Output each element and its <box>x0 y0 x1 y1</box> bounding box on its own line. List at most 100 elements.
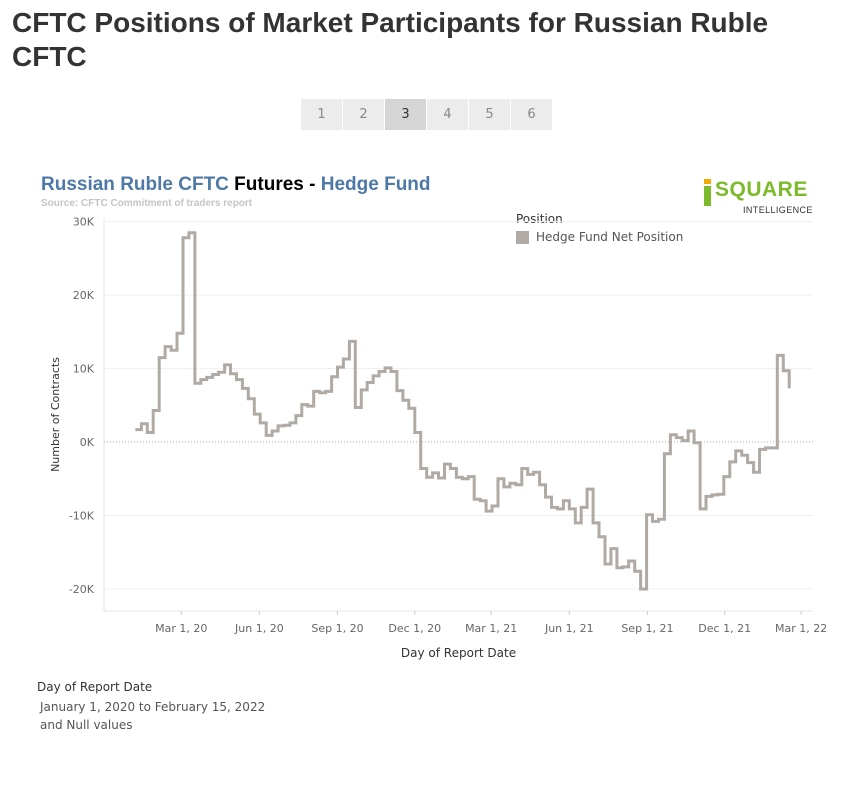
page-button-5[interactable]: 5 <box>469 99 510 130</box>
data-point <box>133 428 137 432</box>
chart-title-participant: Hedge Fund <box>320 174 431 195</box>
y-tick-label: -20K <box>69 583 95 596</box>
data-point <box>674 436 678 440</box>
data-point <box>318 391 322 395</box>
filter-null: and Null values <box>40 718 133 732</box>
data-point <box>633 569 637 573</box>
data-point <box>740 453 744 457</box>
data-point <box>645 513 649 517</box>
data-point <box>211 373 215 377</box>
data-point <box>205 375 209 379</box>
data-point <box>585 487 589 491</box>
data-point <box>300 403 304 407</box>
data-point <box>484 509 488 513</box>
data-point <box>752 470 756 474</box>
data-point <box>579 505 583 509</box>
data-point <box>550 505 554 509</box>
data-point <box>264 433 268 437</box>
data-point <box>419 467 423 471</box>
data-point <box>686 429 690 433</box>
y-tick-label: 20K <box>73 289 95 302</box>
data-point <box>746 461 750 465</box>
page-button-6[interactable]: 6 <box>511 99 552 130</box>
data-point <box>199 378 203 382</box>
data-point <box>490 504 494 508</box>
x-tick-label: Mar 1, 21 <box>465 622 517 635</box>
data-point <box>407 406 411 410</box>
x-tick-label: Sep 1, 20 <box>311 622 363 635</box>
data-point <box>157 356 161 360</box>
data-point <box>502 485 506 489</box>
data-point <box>187 231 191 235</box>
data-point <box>722 475 726 479</box>
data-point <box>151 409 155 413</box>
data-point <box>657 517 661 521</box>
data-point <box>538 483 542 487</box>
data-point <box>330 375 334 379</box>
data-point <box>235 378 239 382</box>
data-point <box>240 386 244 390</box>
data-point <box>567 507 571 511</box>
data-point <box>621 565 625 569</box>
filter-title: Day of Report Date <box>37 680 153 694</box>
data-point <box>371 374 375 378</box>
data-point <box>282 423 286 427</box>
data-point <box>544 495 548 499</box>
data-point <box>496 477 500 481</box>
data-point <box>413 431 417 435</box>
chart-title: Russian Ruble CFTC Futures - Hedge Fund <box>41 174 431 196</box>
data-point <box>758 447 762 451</box>
data-point <box>306 404 310 408</box>
page-button-3[interactable]: 3 <box>385 99 426 130</box>
data-point <box>781 369 785 373</box>
data-point <box>365 381 369 385</box>
series-line-hedge-fund-net-position <box>135 231 791 591</box>
date-filter: Day of Report Date January 1, 2020 to Fe… <box>37 680 265 734</box>
pager: 1 2 3 4 5 6 <box>301 99 552 130</box>
x-tick-label: Jun 1, 21 <box>544 622 594 635</box>
page-title: CFTC Positions of Market Participants fo… <box>12 7 769 72</box>
data-point <box>383 366 387 370</box>
data-point <box>288 421 292 425</box>
data-point <box>627 559 631 563</box>
data-point <box>460 477 464 481</box>
data-point <box>431 471 435 475</box>
data-point <box>520 467 524 471</box>
data-point <box>437 476 441 480</box>
logo-text: SQUARE <box>715 178 808 201</box>
data-point <box>555 507 559 511</box>
page-button-2[interactable]: 2 <box>343 99 384 130</box>
data-point <box>769 446 773 450</box>
y-tick-label: 10K <box>73 363 95 376</box>
page-button-4[interactable]: 4 <box>427 99 468 130</box>
data-point <box>377 370 381 374</box>
data-point <box>246 397 250 401</box>
data-point <box>139 422 143 426</box>
data-point <box>775 353 779 357</box>
data-point <box>312 389 316 393</box>
isquare-logo: SQUARE INTELLIGENCE <box>703 178 823 218</box>
data-point <box>466 475 470 479</box>
y-axis-title: Number of Contracts <box>49 357 62 472</box>
data-point <box>716 492 720 496</box>
data-point <box>609 547 613 551</box>
data-point <box>223 363 227 367</box>
data-point <box>454 475 458 479</box>
filter-range: January 1, 2020 to February 15, 2022 <box>40 700 266 714</box>
data-point <box>734 449 738 453</box>
legend-item[interactable]: Hedge Fund Net Position <box>516 230 683 244</box>
data-point <box>591 521 595 525</box>
legend-item-label: Hedge Fund Net Position <box>536 230 684 244</box>
data-point <box>175 331 179 335</box>
legend-swatch <box>516 230 529 244</box>
data-point <box>651 519 655 523</box>
data-point <box>217 370 221 374</box>
data-point <box>764 446 768 450</box>
page-button-1[interactable]: 1 <box>301 99 342 130</box>
data-point <box>472 497 476 501</box>
legend-title: Position <box>516 212 563 226</box>
x-tick-label: Mar 1, 20 <box>155 622 207 635</box>
data-point <box>692 441 696 445</box>
y-tick-label: 0K <box>80 436 95 449</box>
